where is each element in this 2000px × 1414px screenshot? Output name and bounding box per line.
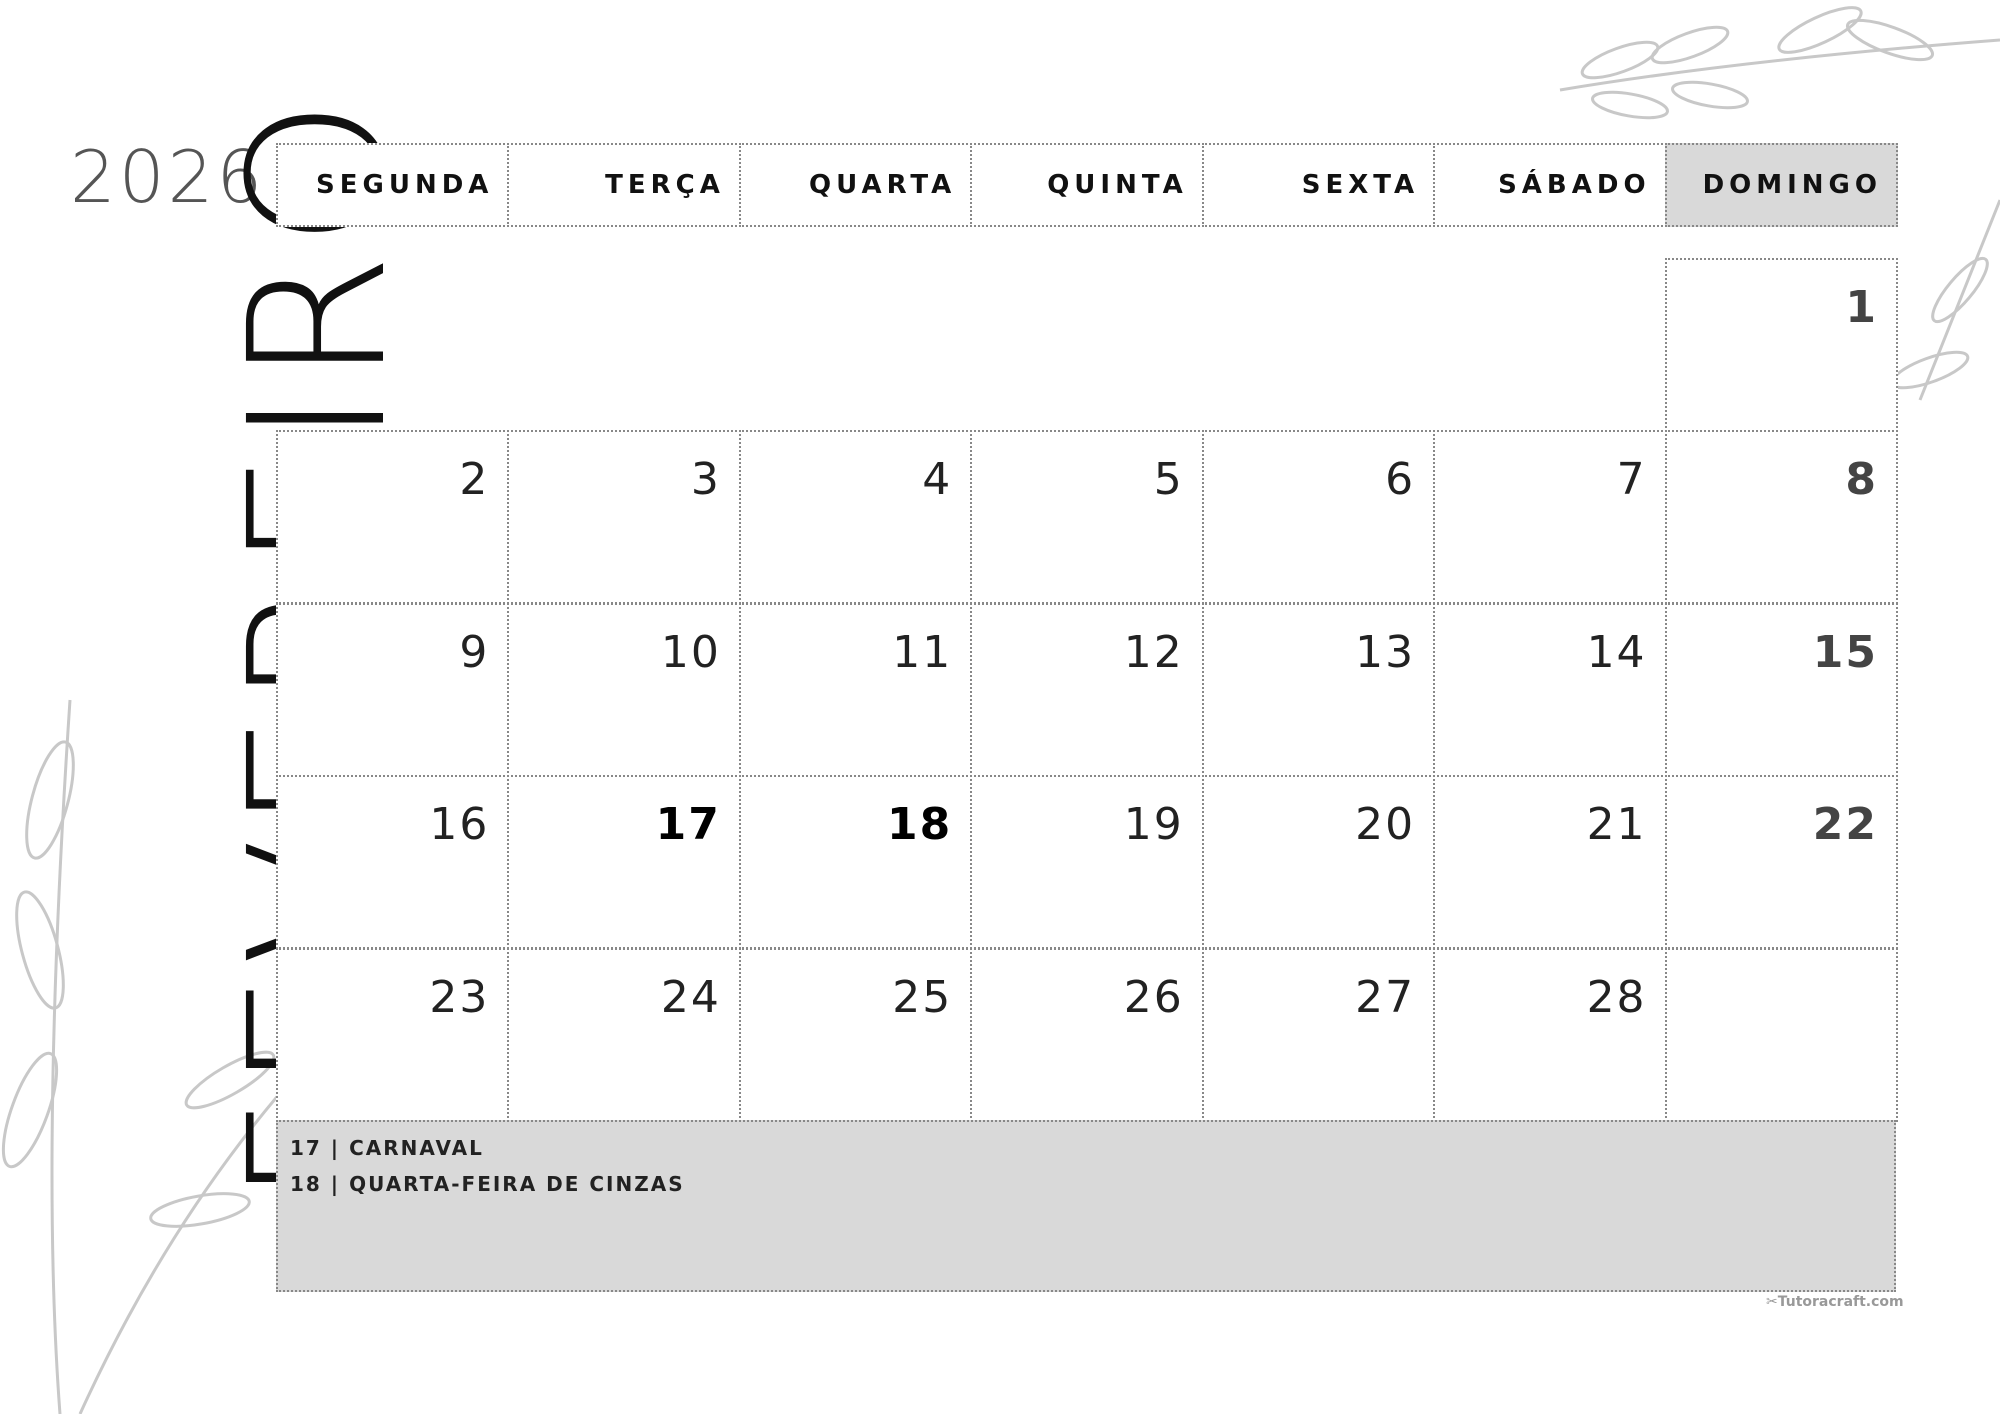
day-cell-10[interactable]: 10 <box>507 603 741 777</box>
day-cell-4[interactable]: 4 <box>738 430 973 604</box>
day-number: 7 <box>1616 454 1647 505</box>
day-number: 9 <box>459 627 490 678</box>
weekday-header-quarta: QUARTA <box>738 143 973 227</box>
day-cell-5[interactable]: 5 <box>970 430 1204 604</box>
notes-box: 17 | CARNAVAL 18 | QUARTA-FEIRA DE CINZA… <box>276 1120 1896 1292</box>
weekday-header-sábado: SÁBADO <box>1433 143 1667 227</box>
day-number: 26 <box>1123 972 1184 1023</box>
day-cell-15[interactable]: 15 <box>1664 603 1898 777</box>
day-number: 13 <box>1355 627 1416 678</box>
day-cell-22[interactable]: 22 <box>1664 775 1898 949</box>
day-number: 27 <box>1355 972 1416 1023</box>
day-cell-19[interactable]: 19 <box>970 775 1204 949</box>
day-cell-20[interactable]: 20 <box>1201 775 1436 949</box>
day-number: 16 <box>429 799 490 850</box>
day-number: 5 <box>1153 454 1184 505</box>
empty-day-cell[interactable] <box>1664 948 1898 1122</box>
weekday-header-terça: TERÇA <box>507 143 741 227</box>
day-number: 23 <box>429 972 490 1023</box>
day-number: 1 <box>1845 282 1878 333</box>
day-cell-17[interactable]: 17 <box>507 775 741 949</box>
day-cell-25[interactable]: 25 <box>738 948 973 1122</box>
day-number: 17 <box>655 799 721 850</box>
weekday-header-segunda: SEGUNDA <box>276 143 510 227</box>
day-number: 10 <box>660 627 721 678</box>
day-cell-3[interactable]: 3 <box>507 430 741 604</box>
day-cell-28[interactable]: 28 <box>1433 948 1667 1122</box>
year-label: 2026 <box>70 135 266 219</box>
day-number: 11 <box>892 627 953 678</box>
day-number: 19 <box>1123 799 1184 850</box>
day-cell-11[interactable]: 11 <box>738 603 973 777</box>
day-cell-21[interactable]: 21 <box>1433 775 1667 949</box>
day-number: 3 <box>690 454 721 505</box>
day-cell-14[interactable]: 14 <box>1433 603 1667 777</box>
day-cell-1[interactable]: 1 <box>1664 258 1898 432</box>
day-number: 28 <box>1586 972 1647 1023</box>
day-number: 25 <box>892 972 953 1023</box>
leaf-branch-top-right-icon <box>1559 6 2000 401</box>
day-number: 2 <box>459 454 490 505</box>
note-item: 17 | CARNAVAL <box>290 1136 484 1160</box>
day-cell-8[interactable]: 8 <box>1664 430 1898 604</box>
day-number: 20 <box>1355 799 1416 850</box>
day-number: 6 <box>1385 454 1416 505</box>
day-number: 22 <box>1812 799 1878 850</box>
weekday-header-domingo: DOMINGO <box>1664 143 1898 227</box>
day-cell-13[interactable]: 13 <box>1201 603 1436 777</box>
weekday-header-quinta: QUINTA <box>970 143 1204 227</box>
day-cell-12[interactable]: 12 <box>970 603 1204 777</box>
day-cell-27[interactable]: 27 <box>1201 948 1436 1122</box>
weekday-header-sexta: SEXTA <box>1201 143 1436 227</box>
day-cell-9[interactable]: 9 <box>276 603 510 777</box>
day-cell-16[interactable]: 16 <box>276 775 510 949</box>
day-cell-18[interactable]: 18 <box>738 775 973 949</box>
day-number: 24 <box>660 972 721 1023</box>
day-number: 14 <box>1586 627 1647 678</box>
day-cell-26[interactable]: 26 <box>970 948 1204 1122</box>
day-number: 15 <box>1812 627 1878 678</box>
day-number: 18 <box>887 799 953 850</box>
day-cell-24[interactable]: 24 <box>507 948 741 1122</box>
day-number: 8 <box>1845 454 1878 505</box>
day-number: 21 <box>1586 799 1647 850</box>
watermark: ✂Tutoracraft.com <box>1766 1294 1904 1310</box>
day-cell-6[interactable]: 6 <box>1201 430 1436 604</box>
day-cell-7[interactable]: 7 <box>1433 430 1667 604</box>
day-number: 12 <box>1123 627 1184 678</box>
day-number: 4 <box>922 454 953 505</box>
day-cell-23[interactable]: 23 <box>276 948 510 1122</box>
day-cell-2[interactable]: 2 <box>276 430 510 604</box>
note-item: 18 | QUARTA-FEIRA DE CINZAS <box>290 1172 685 1196</box>
